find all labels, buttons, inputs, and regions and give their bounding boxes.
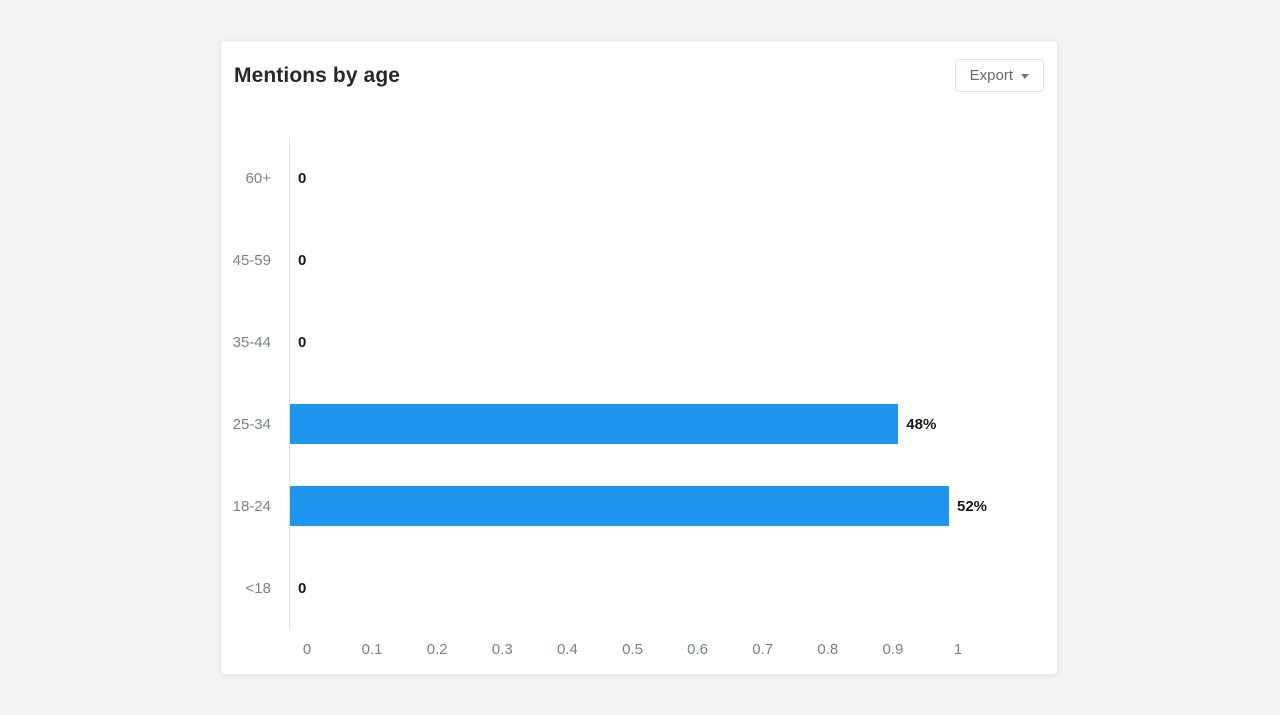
value-label: 0 (298, 579, 307, 597)
bar[interactable] (290, 404, 899, 444)
value-label: 0 (298, 251, 307, 269)
value-label: 52% (957, 497, 988, 515)
value-label: 48% (906, 415, 937, 433)
chevron-down-icon (1021, 74, 1029, 79)
category-label: <18 (245, 579, 271, 597)
category-label: 18-24 (232, 497, 271, 515)
export-button-label: Export (969, 67, 1013, 84)
chart-row: 25-34 48% (221, 383, 1057, 465)
mentions-by-age-card: Mentions by age Export 60+ 0 45-59 0 35-44 0 2… (220, 40, 1058, 675)
x-axis-tick-label: 0.6 (687, 641, 709, 658)
category-label: 35-44 (232, 333, 271, 351)
card-header: Mentions by age Export (221, 41, 1057, 92)
chart-row: 18-24 52% (221, 465, 1057, 547)
chart-row: 45-59 0 (221, 219, 1057, 301)
bar-chart: 60+ 0 45-59 0 35-44 0 25-34 48% 18-24 52% <18 0 0 0.… (221, 137, 1057, 659)
x-axis-tick-label: 0.5 (622, 641, 643, 658)
x-axis: 0 0.1 0.2 0.3 0.4 0.5 0.6 0.7 0.8 0.9 1 (303, 641, 1057, 659)
bar-track: 0 (289, 219, 1057, 301)
bar-track: 0 (289, 301, 1057, 383)
category-label: 25-34 (232, 415, 271, 433)
category-label: 45-59 (232, 251, 271, 269)
x-axis-tick-label: 0.9 (882, 641, 904, 658)
bar[interactable] (290, 486, 949, 526)
bar-track: 52% (289, 465, 1057, 547)
chart-row: 35-44 0 (221, 301, 1057, 383)
chart-title: Mentions by age (234, 63, 401, 87)
x-axis-tick-label: 0.2 (426, 641, 448, 658)
x-axis-tick-label: 0.8 (817, 641, 839, 658)
x-axis-tick-label: 0.7 (752, 641, 774, 658)
x-axis-tick-label: 0.1 (361, 641, 383, 658)
chart-row: 60+ 0 (221, 137, 1057, 219)
value-label: 0 (298, 333, 307, 351)
bar-track: 0 (289, 547, 1057, 629)
bar-track: 0 (289, 137, 1057, 219)
x-axis-tick-label: 0.4 (556, 641, 578, 658)
x-axis-tick-label: 0.3 (491, 641, 513, 658)
export-button[interactable]: Export (954, 59, 1044, 92)
chart-row: <18 0 (221, 547, 1057, 629)
bar-track: 48% (289, 383, 1057, 465)
category-label: 60+ (245, 169, 271, 187)
value-label: 0 (298, 169, 307, 187)
x-axis-tick-label: 1 (953, 641, 963, 658)
chart-rows: 60+ 0 45-59 0 35-44 0 25-34 48% 18-24 52% <18 0 (221, 137, 1057, 629)
x-axis-tick-label: 0 (302, 641, 312, 658)
